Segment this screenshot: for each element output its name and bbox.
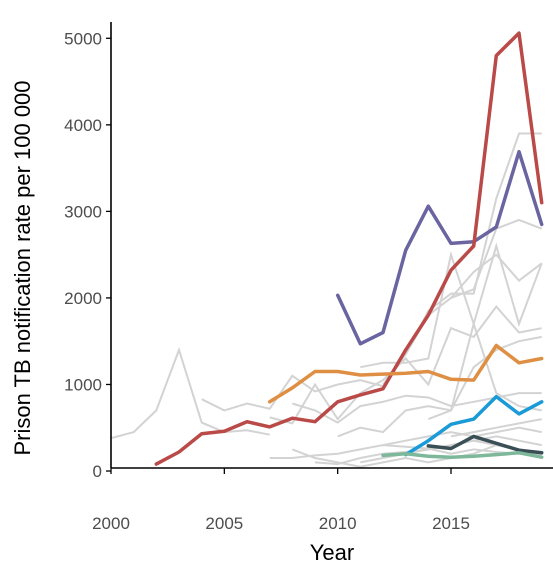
y-tick-label: 4000 xyxy=(64,116,102,135)
background-series-line xyxy=(269,444,542,459)
background-series-line xyxy=(382,426,542,447)
x-tick-label: 2000 xyxy=(92,514,130,533)
background-series-line xyxy=(360,242,543,369)
y-tick-label: 3000 xyxy=(64,202,102,221)
series-line xyxy=(267,343,544,404)
background-series-line xyxy=(292,392,542,424)
x-axis-ticks: 2000 2005 2010 2015 xyxy=(92,468,470,533)
series-line xyxy=(403,394,544,457)
series-line xyxy=(426,434,544,455)
background-series-line xyxy=(111,346,270,440)
background-series-line xyxy=(269,305,542,425)
y-tick-label: 5000 xyxy=(64,29,102,48)
x-tick-label: 2015 xyxy=(432,514,470,533)
y-axis-ticks: 0 1000 2000 3000 4000 5000 xyxy=(64,29,111,481)
background-series-line xyxy=(450,418,542,438)
background-series-line xyxy=(450,253,543,299)
series-line xyxy=(154,31,544,466)
y-tick-label: 0 xyxy=(93,462,102,481)
highlighted-series xyxy=(154,31,544,466)
x-axis-title: Year xyxy=(310,540,354,565)
y-axis-title: Prison TB notification rate per 100 000 xyxy=(10,80,35,455)
y-tick-label: 2000 xyxy=(64,289,102,308)
background-series-line xyxy=(201,374,384,412)
x-tick-label: 2010 xyxy=(319,514,357,533)
series-line xyxy=(381,451,544,459)
y-tick-label: 1000 xyxy=(64,375,102,394)
x-tick-label: 2005 xyxy=(205,514,243,533)
background-series-line xyxy=(337,320,542,438)
series-line xyxy=(335,149,544,346)
background-series-line xyxy=(427,335,542,421)
